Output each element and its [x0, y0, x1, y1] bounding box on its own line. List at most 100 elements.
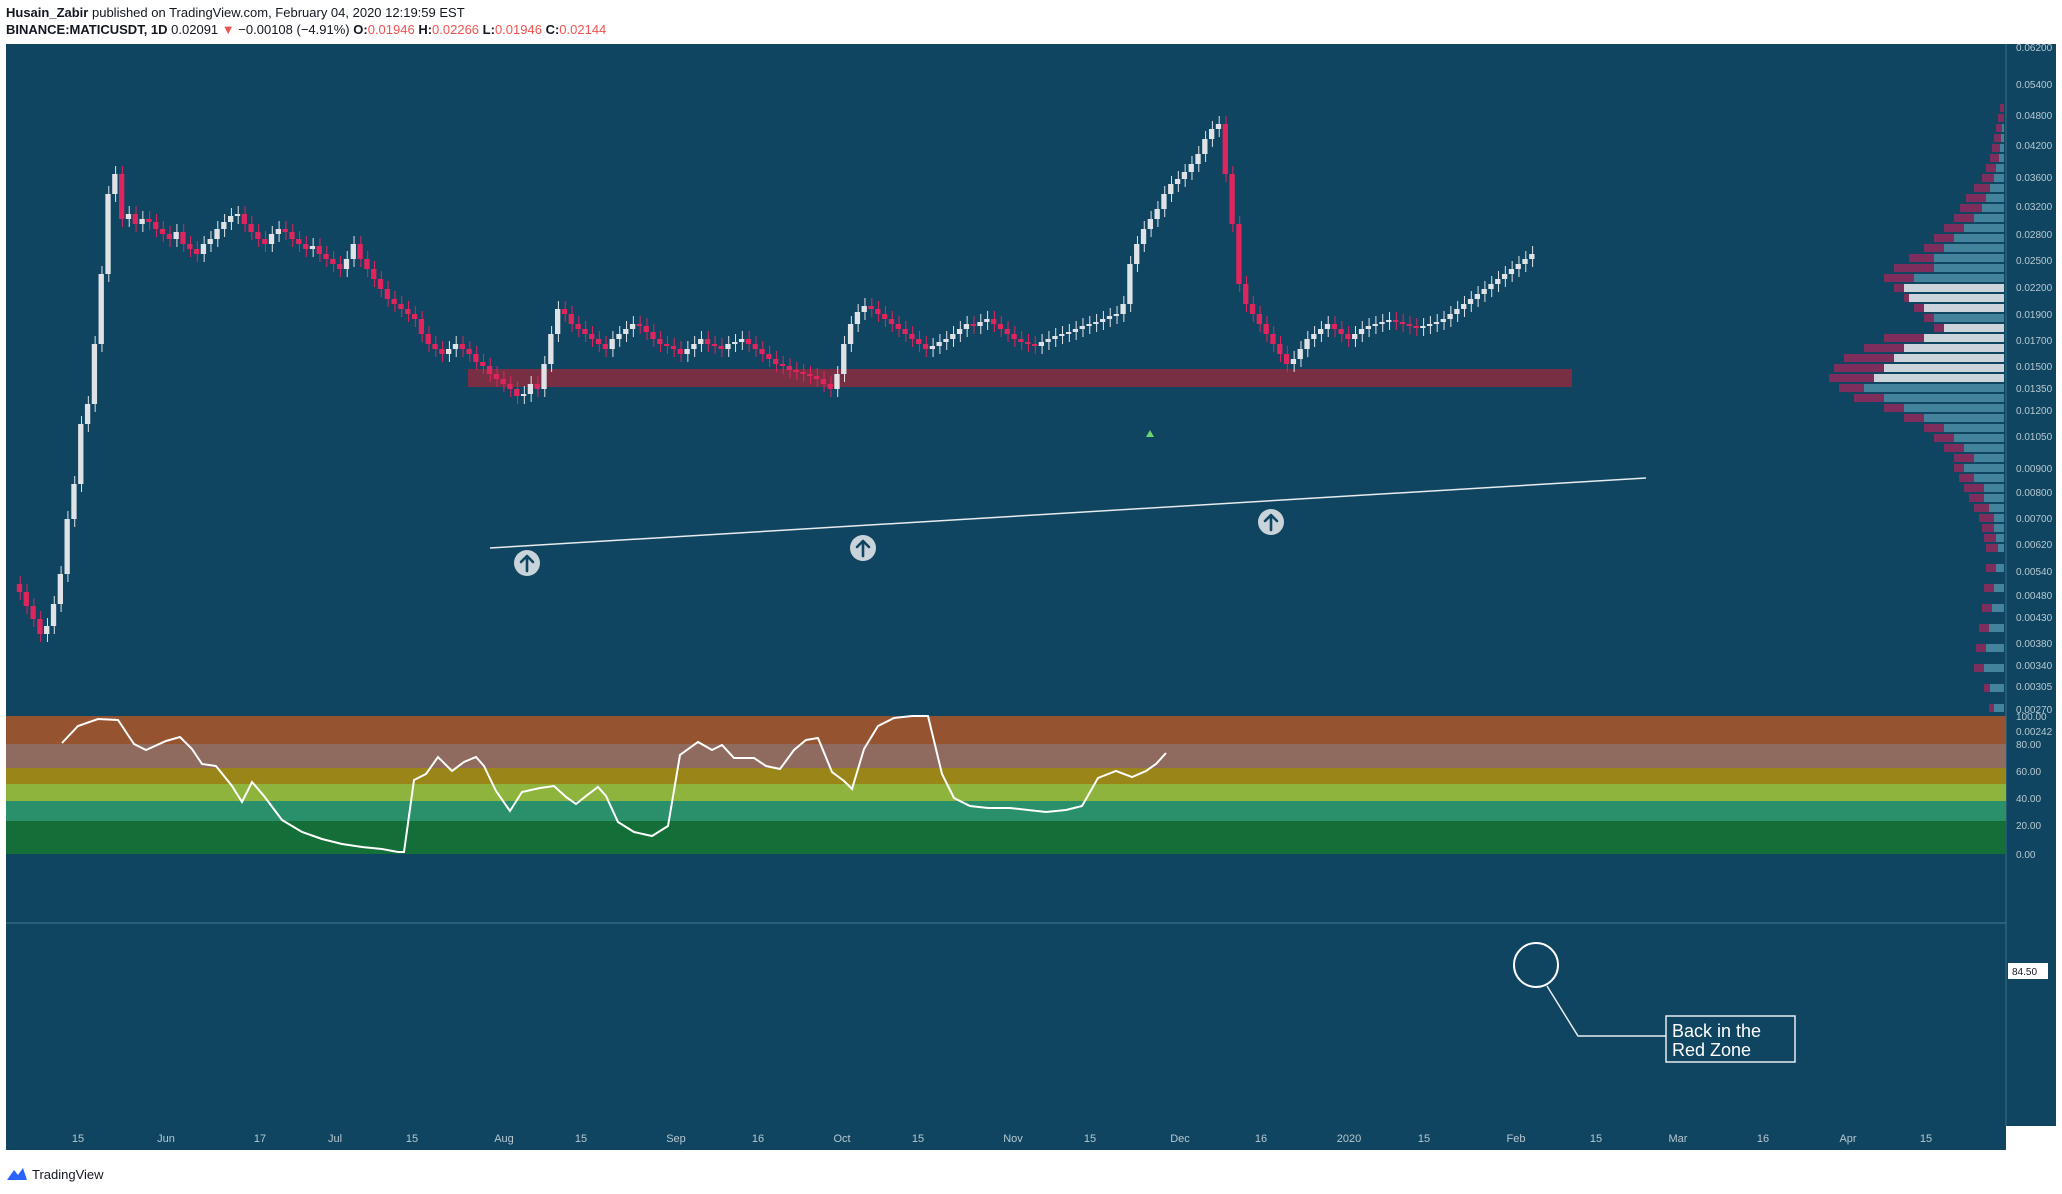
- rsi-value-badge: [2008, 963, 2048, 979]
- candle-body: [1283, 354, 1290, 364]
- candle-body: [991, 319, 997, 324]
- low-label: L:: [482, 22, 495, 37]
- volume-profile-bar: [1924, 334, 2004, 342]
- candle-body: [1467, 299, 1474, 304]
- candle-body: [1318, 329, 1324, 334]
- ascending-trendline[interactable]: [489, 477, 1647, 549]
- time-axis-label: Mar: [1669, 1133, 1688, 1145]
- candle-body: [1031, 344, 1038, 346]
- candle-body: [1059, 334, 1065, 336]
- candle-body: [595, 339, 602, 344]
- volume-profile-bar: [1999, 154, 2004, 162]
- time-axis-label: 15: [1418, 1133, 1430, 1145]
- annotation-connector[interactable]: [1546, 985, 1666, 1037]
- volume-profile-bar: [1974, 184, 1990, 192]
- candle-body: [1209, 129, 1215, 139]
- candle-body: [1140, 229, 1147, 244]
- candle-body: [200, 244, 207, 254]
- time-axis-label: Jul: [328, 1133, 342, 1145]
- footer-brand[interactable]: TradingView: [32, 1166, 104, 1182]
- volume-profile-bar: [1982, 204, 2004, 212]
- candle-body: [1154, 209, 1160, 219]
- candle-body: [650, 332, 656, 339]
- price-axis-label: 0.01700: [2016, 336, 2053, 347]
- time-axis-label: Apr: [1839, 1133, 1856, 1145]
- annotation-box[interactable]: [1665, 1015, 1796, 1063]
- volume-profile-bar: [1884, 334, 1924, 342]
- rsi-pane-bg[interactable]: [6, 924, 2006, 1126]
- symbol-line: BINANCE:MATICUSDT, 1D 0.02091 ▼ −0.00108…: [6, 21, 606, 38]
- candle-body: [1256, 314, 1262, 324]
- volume-profile-bar: [1864, 344, 1904, 352]
- candle-body: [793, 370, 799, 372]
- rsi-axis-labels: 100.00 80.00 60.00 40.00 20.00 0.00: [2016, 712, 2047, 861]
- candle-body: [234, 214, 241, 216]
- price-axis-label: 0.00340: [2016, 661, 2053, 672]
- candle-body: [1236, 224, 1242, 284]
- candle-body: [514, 389, 520, 396]
- volume-profile-bar: [1960, 204, 1982, 212]
- candle-body: [1529, 254, 1535, 259]
- highlight-circle[interactable]: [1513, 942, 1559, 988]
- candle-body: [207, 239, 213, 244]
- candle-body: [391, 299, 397, 304]
- volume-profile-bar: [1984, 534, 1996, 542]
- candle-body: [30, 606, 36, 619]
- annotation-line-1: Back in the: [1672, 1021, 1761, 1041]
- candle-body: [882, 314, 888, 319]
- high-value: 0.02266: [432, 22, 480, 37]
- volume-profile-bar: [1924, 414, 2004, 422]
- candle-body: [997, 324, 1004, 329]
- candle-body: [970, 324, 976, 326]
- close-label: C:: [545, 22, 560, 37]
- volume-profile-bar: [1874, 374, 2004, 382]
- volume-profile-bar: [1954, 234, 2004, 242]
- volume-profile-bar: [1829, 374, 1874, 382]
- volume-profile-bar: [1839, 384, 1864, 392]
- volume-profile-bar: [1934, 234, 1954, 242]
- candle-body: [1052, 336, 1058, 339]
- volume-profile-bar: [1934, 264, 2004, 272]
- price-axis-label: 0.00540: [2016, 567, 2053, 578]
- candle-body: [1168, 184, 1174, 194]
- rsi-band: [6, 801, 2006, 821]
- candle-body: [779, 364, 786, 366]
- candle-body: [922, 344, 929, 349]
- chart-canvas[interactable]: Back in the Red Zone 0.06200 0.05400 0.048…: [6, 44, 2056, 1126]
- candle-body: [820, 379, 826, 384]
- candle-body: [813, 376, 820, 379]
- author-name[interactable]: Husain_Zabir: [6, 5, 89, 20]
- price-axis-label: 0.01350: [2016, 384, 2053, 395]
- volume-profile-bar: [1964, 444, 2004, 452]
- rsi-axis-label: 100.00: [2016, 712, 2047, 723]
- volume-profile-bar: [1982, 174, 1994, 182]
- candle-body: [1352, 334, 1358, 339]
- open-label: O:: [353, 22, 368, 37]
- candle-body: [221, 222, 227, 229]
- resistance-zone[interactable]: [468, 369, 1572, 387]
- candle-body: [1161, 194, 1167, 209]
- candle-body: [1106, 316, 1113, 319]
- candle-body: [841, 344, 847, 374]
- candle-body: [657, 339, 663, 344]
- time-axis[interactable]: 15 Jun 17 Jul 15 Aug 15 Sep 16 Oct 15 Nov 15 Dec 16 202…: [6, 1126, 2056, 1150]
- candle-body: [309, 246, 316, 249]
- candle-body: [902, 329, 908, 334]
- time-axis-label: 15: [1590, 1133, 1602, 1145]
- volume-profile-bar: [1986, 164, 1996, 172]
- price-axis-label: 0.03600: [2016, 173, 2053, 184]
- candle-body: [173, 232, 179, 239]
- candle-body: [1495, 279, 1501, 284]
- candle-body: [1222, 124, 1228, 174]
- rsi-axis-label: 80.00: [2016, 740, 2041, 751]
- candle-body: [1174, 179, 1181, 184]
- candle-body: [57, 574, 63, 604]
- candle-body: [343, 259, 350, 269]
- volume-profile-bar: [1884, 364, 2004, 372]
- candle-body: [1188, 164, 1194, 172]
- down-arrow-icon: ▼: [221, 22, 235, 37]
- price-axis-panel[interactable]: [2006, 44, 2056, 1126]
- candle-body: [936, 342, 942, 346]
- volume-profile-bar: [1904, 344, 2004, 352]
- price-axis-label: 0.00270: [2016, 705, 2053, 716]
